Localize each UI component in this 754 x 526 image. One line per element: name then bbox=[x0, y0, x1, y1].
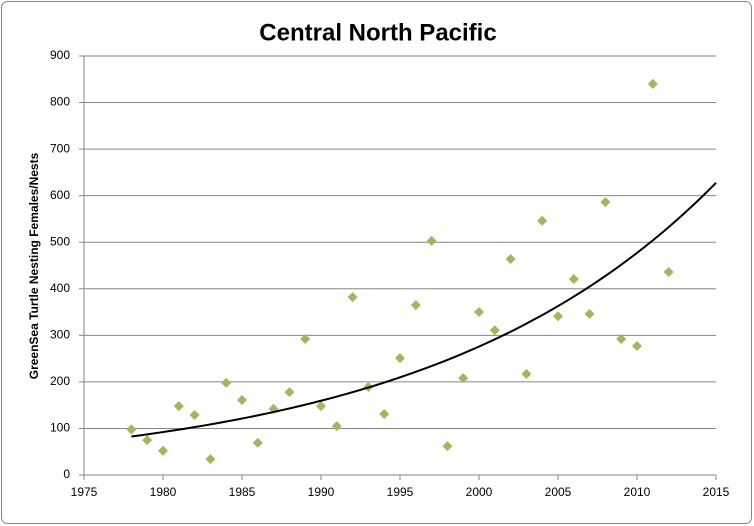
data-point bbox=[300, 334, 311, 345]
y-tick-label: 100 bbox=[50, 421, 70, 435]
data-point bbox=[616, 334, 627, 345]
data-point bbox=[600, 197, 611, 208]
data-point bbox=[316, 401, 326, 412]
data-point bbox=[252, 437, 263, 448]
x-tick-label: 1990 bbox=[308, 485, 335, 499]
trendline bbox=[131, 182, 717, 438]
x-tick-label: 1980 bbox=[150, 485, 177, 499]
data-point bbox=[410, 300, 421, 311]
data-point bbox=[489, 325, 500, 336]
data-point bbox=[395, 353, 405, 364]
data-point bbox=[505, 253, 516, 264]
y-tick-label: 600 bbox=[50, 188, 70, 202]
data-point bbox=[284, 387, 295, 398]
data-point bbox=[568, 274, 579, 285]
data-point bbox=[663, 267, 674, 278]
data-point bbox=[584, 308, 595, 319]
data-point bbox=[647, 78, 658, 89]
data-point bbox=[221, 377, 232, 388]
data-point bbox=[379, 409, 390, 420]
data-point bbox=[442, 441, 453, 452]
y-axis-label: GreenSea Turtle Nesting Females/Nests bbox=[27, 152, 41, 379]
x-tick-label: 2015 bbox=[703, 485, 730, 499]
x-tick-label: 2005 bbox=[545, 485, 572, 499]
data-point bbox=[521, 368, 532, 379]
y-tick-label: 700 bbox=[50, 141, 70, 155]
data-point bbox=[173, 401, 184, 412]
data-point bbox=[458, 373, 469, 384]
y-tick-label: 300 bbox=[50, 328, 70, 342]
data-point bbox=[331, 421, 342, 432]
data-point bbox=[142, 435, 153, 446]
y-tick-label: 400 bbox=[50, 281, 70, 295]
data-point bbox=[426, 235, 437, 246]
data-point bbox=[347, 292, 358, 303]
x-tick-label: 2000 bbox=[466, 485, 493, 499]
y-tick-label: 500 bbox=[50, 234, 70, 248]
data-point bbox=[158, 445, 168, 456]
y-tick-label: 200 bbox=[50, 374, 70, 388]
x-tick-label: 2010 bbox=[624, 485, 651, 499]
data-point bbox=[632, 341, 642, 352]
y-tick-label: 800 bbox=[50, 95, 70, 109]
y-tick-label: 0 bbox=[63, 467, 70, 481]
data-point bbox=[189, 409, 200, 420]
x-tick-label: 1995 bbox=[387, 485, 414, 499]
data-point bbox=[537, 215, 548, 226]
data-point bbox=[474, 307, 484, 318]
chart-title: Central North Pacific bbox=[259, 19, 496, 46]
x-tick-label: 1975 bbox=[71, 485, 98, 499]
x-tick-label: 1985 bbox=[229, 485, 256, 499]
data-point bbox=[126, 424, 137, 435]
y-tick-label: 900 bbox=[50, 48, 70, 62]
data-point bbox=[237, 395, 247, 406]
data-point bbox=[553, 311, 563, 322]
data-point bbox=[205, 454, 216, 465]
